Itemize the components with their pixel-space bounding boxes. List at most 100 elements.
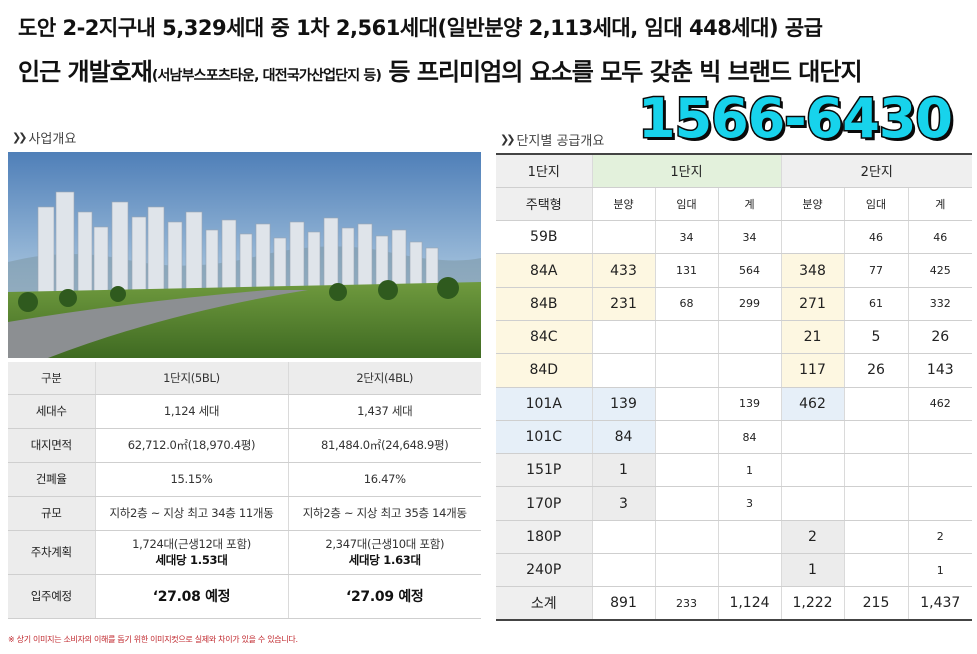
parking-complex-1: 1,724대(근생12대 포함) 세대당 1.53대 [94, 530, 288, 575]
supply-cell: 462 [907, 387, 973, 421]
supply-cell: 84A [496, 253, 592, 288]
headline-suffix: 등 프리미엄의 요소를 모두 갖춘 빅 브랜드 대단지 [381, 58, 862, 86]
supply-cell [654, 553, 718, 588]
supply-cell [780, 420, 845, 455]
parking-complex-1-count: 1,724대(근생12대 포함) [132, 537, 251, 551]
overview-header-category: 구분 [8, 362, 95, 395]
overview-label: 사업개요 [28, 132, 77, 147]
supply-cell [654, 453, 718, 488]
parking-complex-2: 2,347대(근생10대 포함) 세대당 1.63대 [287, 530, 481, 575]
supply-cell [843, 486, 909, 521]
supply-cell: 84C [496, 320, 592, 355]
supply-cell [654, 320, 718, 355]
supply-cell: 61 [843, 287, 909, 321]
supply-total-cell: 1,222 [780, 586, 845, 622]
supply-cell: 240P [496, 553, 592, 588]
supply-total-cell: 1,124 [717, 586, 782, 622]
supply-cell [780, 453, 845, 488]
supply-cell [907, 420, 973, 455]
supply-cell [843, 520, 909, 555]
supply-row: 180P 2 2 [496, 520, 973, 555]
supply-total-cell: 891 [591, 586, 655, 622]
site-area-complex-2: 81,484.0㎡(24,648.9평) [287, 428, 481, 463]
double-chevron-icon: ❯❯ [500, 133, 516, 146]
site-area-complex-1: 62,712.0㎡(18,970.4평) [94, 428, 288, 463]
headline-line-1: 도안 2-2지구내 5,329세대 중 1차 2,561세대(일반분양 2,11… [18, 16, 823, 40]
supply-total-row: 소계 891 233 1,124 1,222 215 1,437 [496, 586, 973, 622]
supply-cell: 101C [496, 420, 592, 455]
supply-cell: 26 [843, 353, 909, 388]
row-label-scale: 규모 [8, 496, 95, 531]
supply-cell: 1 [780, 553, 845, 588]
supply-cell: 180P [496, 520, 592, 555]
supply-total-cell: 215 [843, 586, 909, 622]
supply-cell [591, 320, 655, 355]
supply-cell [654, 486, 718, 521]
supply-cell: 3 [591, 486, 655, 521]
supply-row: 151P 1 1 [496, 453, 973, 488]
row-label-coverage: 건폐율 [8, 462, 95, 497]
row-label-households: 세대수 [8, 394, 95, 429]
scale-complex-2: 지하2층 ~ 지상 최고 35층 14개동 [287, 496, 481, 531]
supply-cell: 84B [496, 287, 592, 321]
overview-header-complex-2: 2단지(4BL) [287, 362, 481, 395]
supply-group-header-type: 1단지 [496, 152, 592, 188]
parking-complex-2-count: 2,347대(근생10대 포함) [325, 537, 445, 551]
households-complex-1: 1,124 세대 [94, 394, 288, 429]
supply-cell [843, 453, 909, 488]
supply-cell [843, 420, 909, 455]
supply-cell [591, 353, 655, 388]
supply-cell [654, 387, 718, 421]
supply-row: 59B 34 34 46 46 [496, 220, 973, 255]
supply-cell: 2 [780, 520, 845, 555]
supply-subheader: 분양 [591, 187, 655, 222]
supply-cell: 462 [780, 387, 845, 421]
supply-cell: 84 [591, 420, 655, 455]
double-chevron-icon: ❯❯ [12, 131, 28, 144]
supply-cell: 46 [843, 220, 909, 255]
supply-subheader: 분양 [780, 187, 845, 222]
supply-total-cell: 소계 [496, 586, 592, 622]
coverage-complex-1: 15.15% [94, 462, 288, 497]
supply-cell [843, 553, 909, 588]
supply-cell: 1 [717, 453, 782, 488]
scale-complex-1: 지하2층 ~ 지상 최고 34층 11개동 [94, 496, 288, 531]
parking-complex-2-ratio: 세대당 1.63대 [348, 553, 421, 567]
supply-cell [591, 553, 655, 588]
supply-cell: 131 [654, 253, 718, 288]
supply-cell: 46 [907, 220, 973, 255]
supply-cell: 21 [780, 320, 845, 355]
move-in-complex-1: ‘27.08 예정 [94, 574, 288, 619]
building-illustration [8, 152, 481, 358]
supply-cell [780, 220, 845, 255]
headline-prefix: 인근 개발호재 [18, 58, 153, 86]
supply-cell: 271 [780, 287, 845, 321]
phone-number[interactable]: 1566-6430 [637, 86, 955, 152]
supply-cell [717, 553, 782, 588]
supply-subheader: 임대 [654, 187, 718, 222]
supply-row: 240P 1 1 [496, 553, 973, 588]
supply-cell: 139 [717, 387, 782, 421]
supply-cell [654, 420, 718, 455]
supply-subheader: 계 [907, 187, 973, 222]
supply-group-header-complex-2: 2단지 [780, 152, 973, 188]
supply-row: 84B 231 68 299 271 61 332 [496, 287, 973, 321]
supply-cell [591, 220, 655, 255]
supply-cell [717, 320, 782, 355]
supply-subheader: 임대 [843, 187, 909, 222]
supply-cell [843, 387, 909, 421]
supply-cell: 564 [717, 253, 782, 288]
overview-header-complex-1: 1단지(5BL) [94, 362, 288, 395]
households-complex-2: 1,437 세대 [287, 394, 481, 429]
supply-cell [780, 486, 845, 521]
supply-cell: 143 [907, 353, 973, 388]
supply-total-cell: 1,437 [907, 586, 973, 622]
supply-cell: 1 [907, 553, 973, 588]
supply-group-header-complex-1: 1단지 [591, 152, 782, 188]
complex-rendering-image [8, 152, 481, 358]
supply-row: 84A 433 131 564 348 77 425 [496, 253, 973, 288]
supply-row: 170P 3 3 [496, 486, 973, 521]
row-label-site-area: 대지면적 [8, 428, 95, 463]
overview-section-label: ❯❯ 사업개요 [12, 128, 76, 147]
supply-cell [654, 520, 718, 555]
